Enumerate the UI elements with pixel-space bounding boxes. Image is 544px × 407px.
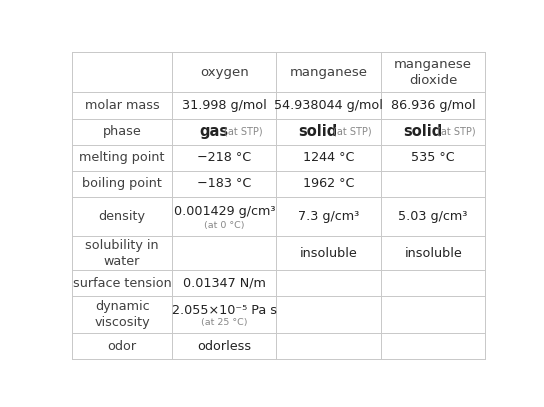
Text: odorless: odorless — [197, 339, 251, 352]
Text: manganese
dioxide: manganese dioxide — [394, 58, 472, 87]
Text: 54.938044 g/mol: 54.938044 g/mol — [274, 99, 383, 112]
Text: insoluble: insoluble — [300, 247, 357, 260]
Text: density: density — [98, 210, 146, 223]
Text: −218 °C: −218 °C — [197, 151, 251, 164]
Text: (at STP): (at STP) — [437, 127, 475, 137]
Text: 7.3 g/cm³: 7.3 g/cm³ — [298, 210, 360, 223]
Text: manganese: manganese — [290, 66, 368, 79]
Text: boiling point: boiling point — [82, 177, 162, 190]
Text: (at STP): (at STP) — [332, 127, 371, 137]
Text: −183 °C: −183 °C — [197, 177, 251, 190]
Text: 0.001429 g/cm³: 0.001429 g/cm³ — [174, 206, 275, 219]
Text: gas: gas — [199, 124, 228, 139]
Text: 2.055×10⁻⁵ Pa s: 2.055×10⁻⁵ Pa s — [172, 304, 277, 317]
Text: solid: solid — [299, 124, 338, 139]
Text: dynamic
viscosity: dynamic viscosity — [94, 300, 150, 329]
Text: molar mass: molar mass — [85, 99, 159, 112]
Text: odor: odor — [108, 339, 137, 352]
Text: oxygen: oxygen — [200, 66, 249, 79]
Text: 1962 °C: 1962 °C — [303, 177, 355, 190]
Text: insoluble: insoluble — [404, 247, 462, 260]
Text: solid: solid — [403, 124, 442, 139]
Text: 535 °C: 535 °C — [411, 151, 455, 164]
Text: 5.03 g/cm³: 5.03 g/cm³ — [398, 210, 468, 223]
Text: (at STP): (at STP) — [224, 127, 263, 137]
Text: surface tension: surface tension — [73, 277, 171, 290]
Text: 86.936 g/mol: 86.936 g/mol — [391, 99, 475, 112]
Text: solubility in
water: solubility in water — [85, 239, 159, 268]
Text: 1244 °C: 1244 °C — [303, 151, 355, 164]
Text: (at 25 °C): (at 25 °C) — [201, 318, 248, 327]
Text: phase: phase — [103, 125, 141, 138]
Text: melting point: melting point — [79, 151, 165, 164]
Text: 31.998 g/mol: 31.998 g/mol — [182, 99, 267, 112]
Text: (at 0 °C): (at 0 °C) — [204, 221, 244, 230]
Text: 0.01347 N/m: 0.01347 N/m — [183, 277, 265, 290]
